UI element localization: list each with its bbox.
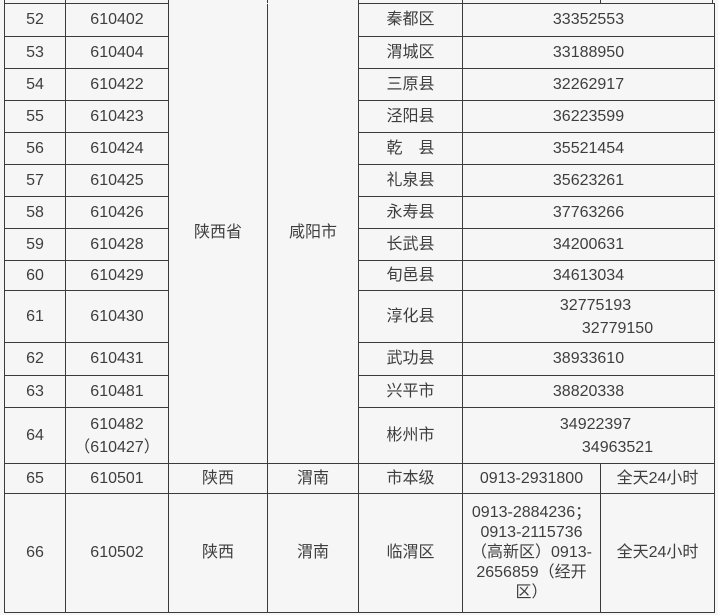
area-code-cell: 610404 (65, 36, 169, 69)
row-number-cell: 66 (4, 493, 66, 613)
area-code-cell: 610402 (65, 3, 169, 37)
area-code-cell: 610428 (65, 228, 169, 261)
district-cell: 礼泉县 (358, 164, 463, 197)
row-number-cell: 55 (4, 100, 66, 133)
phone-cell: 34613034 (462, 260, 715, 291)
area-code-cell: 610430 (65, 290, 169, 343)
grid-tick (168, 0, 169, 3)
phone-cell: 32262917 (462, 68, 715, 101)
area-code-line: 610482 (90, 415, 144, 433)
phone-line: 34963521 (581, 438, 654, 456)
table-row: 61 610430 淳化县 32775193 32779150 (4, 290, 715, 343)
district-cell: 渭城区 (358, 36, 463, 69)
phone-cell: 34200631 (462, 228, 715, 261)
grid-tick (462, 0, 463, 3)
row-number-cell: 59 (4, 228, 66, 261)
district-cell: 旬邑县 (358, 260, 463, 291)
area-code-cell: 610426 (65, 196, 169, 229)
grid-tick (712, 0, 713, 3)
phone-line: 32775193 (559, 296, 632, 314)
area-code-cell: 610429 (65, 260, 169, 291)
area-code-cell: 610482 （610427） (65, 407, 169, 464)
phone-cell: 36223599 (462, 100, 715, 133)
table-row: 65 610501 陕西 渭南 市本级 0913-2931800 全天24小时 (4, 463, 715, 494)
district-cell: 临渭区 (358, 493, 463, 613)
table-row: 52 610402 陕西省 咸阳市 秦都区 33352553 (4, 3, 715, 464)
table-row: 60 610429 旬邑县 34613034 (4, 260, 715, 291)
row-number-cell: 63 (4, 375, 66, 408)
phone-cell: 34922397 34963521 (462, 407, 715, 464)
city-cell: 咸阳市 (267, 3, 359, 464)
row-number-cell: 56 (4, 132, 66, 165)
table-row: 53 610404 渭城区 33188950 (4, 36, 715, 69)
grid-tick (4, 0, 5, 3)
district-cell: 泾阳县 (358, 100, 463, 133)
district-cell: 永寿县 (358, 196, 463, 229)
phone-line: 32779150 (581, 319, 654, 337)
grid-tick (65, 0, 66, 3)
table-row: 62 610431 武功县 38933610 (4, 342, 715, 376)
phone-cell: 35521454 (462, 132, 715, 165)
area-code-line: （610427） (74, 438, 160, 456)
table-row: 56 610424 乾 县 35521454 (4, 132, 715, 165)
district-cell: 市本级 (358, 463, 463, 494)
table-row: 58 610426 永寿县 37763266 (4, 196, 715, 229)
hours-cell: 全天24小时 (600, 493, 715, 613)
area-code-cell: 610424 (65, 132, 169, 165)
district-cell: 彬州市 (358, 407, 463, 464)
area-code-cell: 610431 (65, 342, 169, 376)
table-row: 55 610423 泾阳县 36223599 (4, 100, 715, 133)
phone-cell: 38933610 (462, 342, 715, 376)
phone-cell: 32775193 32779150 (462, 290, 715, 343)
table-row: 63 610481 兴平市 38820338 (4, 375, 715, 408)
area-code-cell: 610423 (65, 100, 169, 133)
phone-cell: 38820338 (462, 375, 715, 408)
row-number-cell: 53 (4, 36, 66, 69)
row-number-cell: 54 (4, 68, 66, 101)
grid-tick (358, 0, 359, 3)
district-cell: 长武县 (358, 228, 463, 261)
table-row: 64 610482 （610427） 彬州市 34922397 34963521 (4, 407, 715, 464)
city-cell: 渭南 (267, 463, 359, 494)
area-code-cell: 610422 (65, 68, 169, 101)
district-cell: 淳化县 (358, 290, 463, 343)
district-cell: 秦都区 (358, 3, 463, 37)
row-number-cell: 62 (4, 342, 66, 376)
grid-tick (267, 0, 268, 3)
table-row: 57 610425 礼泉县 35623261 (4, 164, 715, 197)
row-number-cell: 57 (4, 164, 66, 197)
district-cell: 乾 县 (358, 132, 463, 165)
province-cell: 陕西 (168, 463, 268, 494)
phone-cell: 37763266 (462, 196, 715, 229)
row-number-cell: 64 (4, 407, 66, 464)
district-cell: 兴平市 (358, 375, 463, 408)
phone-cell: 33188950 (462, 36, 715, 69)
phone-cell: 0913-2931800 (462, 463, 601, 494)
district-cell: 武功县 (358, 342, 463, 376)
city-cell: 渭南 (267, 493, 359, 613)
province-cell: 陕西 (168, 493, 268, 613)
row-number-cell: 58 (4, 196, 66, 229)
phone-cell: 33352553 (462, 3, 715, 37)
row-number-cell: 61 (4, 290, 66, 343)
phone-cell: 35623261 (462, 164, 715, 197)
province-cell: 陕西省 (168, 3, 268, 464)
area-code-cell: 610481 (65, 375, 169, 408)
row-number-cell: 65 (4, 463, 66, 494)
area-code-cell: 610502 (65, 493, 169, 613)
area-code-phone-table: 52 610402 陕西省 咸阳市 秦都区 33352553 53 610404… (4, 3, 715, 613)
table-row: 66 610502 陕西 渭南 临渭区 0913-2884236； 0913-2… (4, 493, 715, 613)
district-cell: 三原县 (358, 68, 463, 101)
row-number-cell: 52 (4, 3, 66, 37)
row-number-cell: 60 (4, 260, 66, 291)
table-row: 59 610428 长武县 34200631 (4, 228, 715, 261)
grid-tick (600, 0, 601, 3)
hours-cell: 全天24小时 (600, 463, 715, 494)
area-code-cell: 610501 (65, 463, 169, 494)
phone-cell: 0913-2884236； 0913-2115736 （高新区）0913- 26… (462, 493, 601, 613)
table-row: 54 610422 三原县 32262917 (4, 68, 715, 101)
phone-line: 34922397 (559, 415, 632, 433)
area-code-cell: 610425 (65, 164, 169, 197)
